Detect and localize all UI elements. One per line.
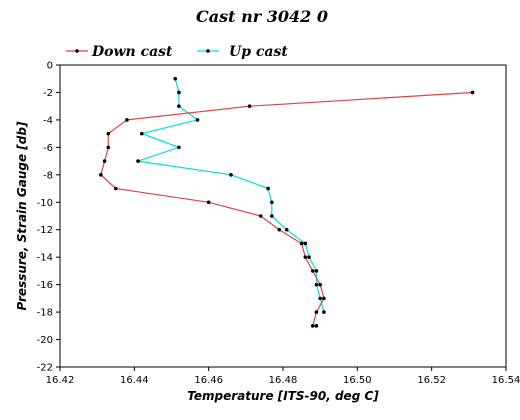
x-tick-label: 16.48 (269, 375, 298, 386)
data-point-down-cast (303, 255, 308, 259)
data-point-up-cast (303, 241, 308, 246)
legend-label-down-cast: Down cast (91, 44, 173, 60)
data-point-down-cast (314, 324, 319, 328)
data-point-up-cast (270, 214, 274, 218)
data-point-down-cast (106, 145, 111, 150)
chart-title: Cast nr 3042 0 (196, 7, 328, 26)
y-tick-label: -8 (43, 170, 53, 181)
y-axis-label: Pressure, Strain Gauge [db] (15, 121, 29, 310)
x-axis-label: Temperature [ITS-90, deg C] (187, 389, 379, 403)
data-point-up-cast (173, 76, 178, 81)
x-tick-label: 16.50 (343, 375, 372, 386)
data-point-up-cast (177, 90, 181, 95)
data-point-down-cast (277, 227, 282, 232)
data-point-up-cast (307, 255, 311, 259)
data-point-up-cast (229, 173, 233, 177)
legend-marker-down-cast (75, 49, 79, 53)
y-tick-label: -18 (37, 308, 53, 319)
data-point-down-cast (247, 104, 252, 108)
data-point-up-cast (270, 200, 274, 205)
series-line-down-cast (100, 91, 473, 327)
series-line-up-cast (137, 78, 325, 313)
series-layer (99, 76, 475, 328)
y-tick-label: -10 (37, 198, 53, 209)
data-point-down-cast (314, 310, 319, 314)
data-point-down-cast (470, 90, 475, 95)
data-point-up-cast (195, 118, 200, 122)
data-point-up-cast (266, 186, 270, 191)
data-point-down-cast (258, 214, 263, 218)
data-point-down-cast (322, 296, 326, 301)
y-tick-label: -20 (37, 335, 53, 346)
x-tick-label: 16.46 (194, 375, 223, 386)
data-point-up-cast (322, 310, 326, 314)
data-point-up-cast (314, 282, 319, 287)
data-point-down-cast (99, 173, 103, 177)
y-tick-label: -2 (43, 88, 53, 99)
x-axis-ticks: 16.42 16.44 16.46 16.48 16.50 16.52 16.54 (46, 367, 520, 386)
data-point-down-cast (102, 159, 107, 163)
y-tick-label: 0 (47, 61, 53, 72)
x-tick-label: 16.54 (492, 375, 520, 386)
y-tick-label: -6 (43, 143, 53, 154)
x-tick-label: 16.52 (417, 375, 446, 386)
data-point-down-cast (318, 282, 322, 287)
y-tick-label: -22 (37, 363, 53, 374)
data-point-up-cast (177, 104, 181, 108)
legend-marker-up-cast (206, 49, 210, 53)
y-tick-label: -4 (43, 115, 53, 126)
data-point-up-cast (177, 145, 181, 150)
data-point-up-cast (139, 131, 144, 136)
y-tick-label: -16 (37, 280, 53, 291)
data-point-up-cast (314, 269, 319, 273)
y-tick-label: -12 (37, 225, 53, 236)
legend: Down cast Up cast (66, 44, 288, 60)
y-axis-ticks: 0 -2 -4 -6 -8 -10 -12 -14 -16 -18 -20 -22 (37, 61, 60, 374)
data-point-down-cast (125, 118, 129, 122)
data-point-down-cast (310, 324, 315, 328)
data-point-down-cast (106, 131, 111, 136)
data-point-down-cast (206, 200, 211, 205)
data-point-up-cast (136, 159, 140, 163)
x-tick-label: 16.44 (120, 375, 149, 386)
data-point-down-cast (310, 269, 315, 273)
data-point-down-cast (113, 186, 118, 191)
data-point-down-cast (299, 241, 304, 246)
data-point-up-cast (284, 227, 289, 232)
x-tick-label: 16.42 (46, 375, 75, 386)
plot-frame (59, 64, 507, 368)
legend-label-up-cast: Up cast (229, 44, 288, 60)
y-tick-label: -14 (37, 253, 53, 264)
data-point-up-cast (318, 296, 322, 301)
